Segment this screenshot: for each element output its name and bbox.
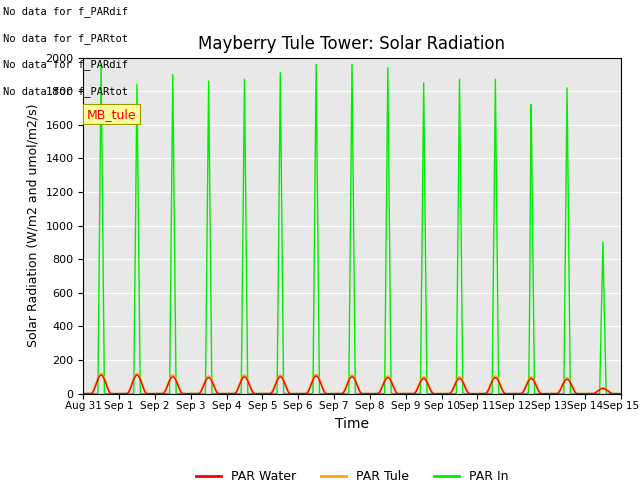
PAR Water: [93, 380, 100, 385]
PAR Water: [314, 374, 322, 380]
PAR Tule: [198, 384, 206, 390]
PAR Tule: [617, 391, 625, 396]
PAR Tule: [97, 371, 105, 376]
PAR In: [314, 252, 322, 257]
PAR In: [114, 391, 122, 396]
X-axis label: Time: Time: [335, 417, 369, 431]
PAR In: [79, 391, 87, 396]
PAR Water: [264, 391, 272, 396]
PAR Tule: [314, 373, 322, 379]
PAR Water: [198, 386, 206, 392]
Title: Mayberry Tule Tower: Solar Radiation: Mayberry Tule Tower: Solar Radiation: [198, 35, 506, 53]
PAR In: [617, 391, 625, 396]
Text: No data for f_PARtot: No data for f_PARtot: [3, 85, 128, 96]
PAR In: [97, 61, 105, 67]
Text: No data for f_PARdif: No data for f_PARdif: [3, 6, 128, 17]
PAR In: [264, 391, 272, 396]
Text: No data for f_PARdif: No data for f_PARdif: [3, 59, 128, 70]
PAR Water: [79, 391, 87, 396]
Text: MB_tule: MB_tule: [86, 108, 136, 120]
PAR Water: [617, 391, 625, 396]
Line: PAR Tule: PAR Tule: [83, 373, 621, 394]
Y-axis label: Solar Radiation (W/m2 and umol/m2/s): Solar Radiation (W/m2 and umol/m2/s): [27, 104, 40, 348]
PAR Tule: [517, 391, 525, 396]
Legend: PAR Water, PAR Tule, PAR In: PAR Water, PAR Tule, PAR In: [191, 465, 513, 480]
PAR Water: [114, 391, 122, 396]
Line: PAR In: PAR In: [83, 64, 621, 394]
PAR Tule: [114, 391, 122, 396]
PAR Tule: [93, 378, 100, 384]
Line: PAR Water: PAR Water: [83, 375, 621, 394]
PAR Water: [97, 372, 105, 378]
PAR Tule: [264, 391, 272, 396]
Text: No data for f_PARtot: No data for f_PARtot: [3, 33, 128, 44]
PAR Tule: [79, 391, 87, 396]
PAR In: [93, 391, 100, 396]
PAR Water: [517, 391, 525, 396]
PAR In: [517, 391, 525, 396]
PAR In: [198, 391, 206, 396]
